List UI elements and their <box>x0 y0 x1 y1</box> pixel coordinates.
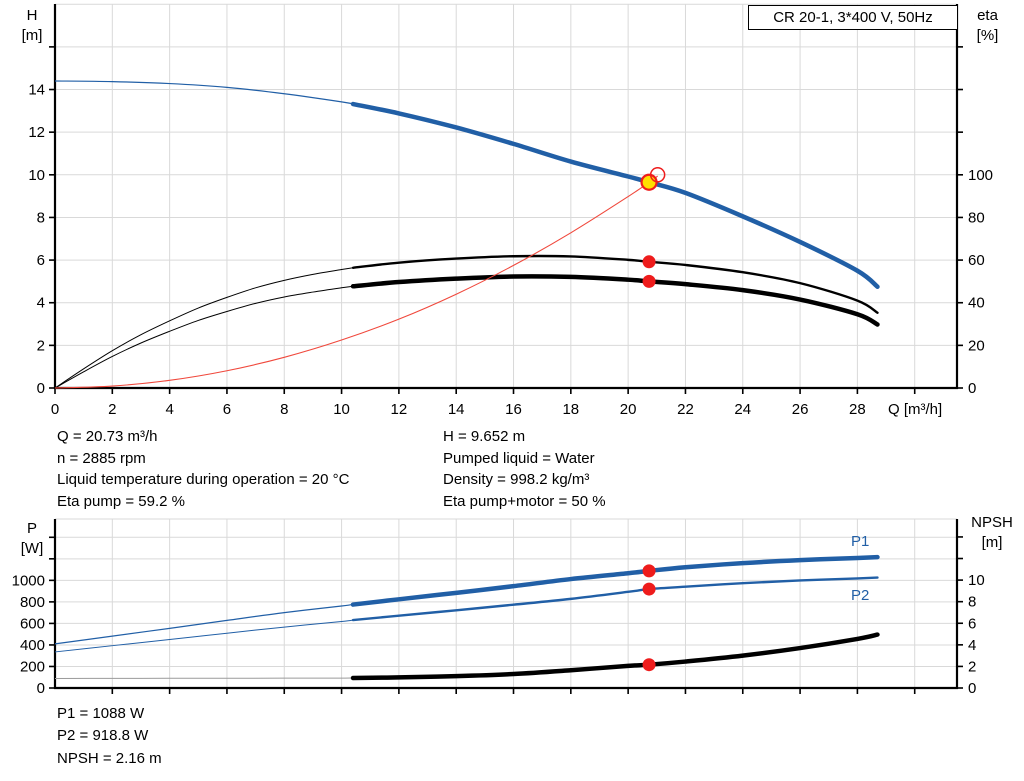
p2-point-marker <box>642 582 656 596</box>
left-tick-label: 0 <box>37 380 45 397</box>
curve-p1 <box>54 554 880 645</box>
tick-labels: 0 2 4 6 8 10 12 14 16 18 20 22 24 26 28024681012140204… <box>28 46 993 418</box>
curve-eta-pump <box>54 254 879 389</box>
pump-id-text: CR 20-1, 3*400 V, 50Hz <box>773 9 933 26</box>
left-tick-label: 8 <box>37 209 45 226</box>
x-tick-label: 22 <box>677 401 694 418</box>
curve-system-curve <box>54 175 658 389</box>
duty-info-right: H = 9.652 m Pumped liquid = Water Densit… <box>443 426 606 512</box>
left-tick-label: 2 <box>37 337 45 354</box>
left-tick-label: 200 <box>20 658 45 675</box>
info-pumped-liquid: Pumped liquid = Water <box>443 449 595 467</box>
eta-axis-title-line2: [%] <box>976 27 999 44</box>
left-tick-label: 800 <box>20 594 45 611</box>
curve-p2 <box>54 576 879 653</box>
pump-id-box: CR 20-1, 3*400 V, 50Hz <box>748 5 958 30</box>
left-tick-label: 10 <box>28 167 45 184</box>
x-tick-label: 16 <box>505 401 522 418</box>
left-tick-label: 400 <box>20 637 45 654</box>
duty-point-marker <box>640 173 658 191</box>
right-tick-label: 10 <box>968 572 985 589</box>
info-n: n = 2885 rpm <box>57 449 146 467</box>
p-axis-title-line2: [W] <box>20 540 44 557</box>
left-tick-label: 0 <box>37 680 45 697</box>
duty-info-left: Q = 20.73 m³/h n = 2885 rpm Liquid tempe… <box>57 426 349 512</box>
x-tick-label: 4 <box>165 401 173 418</box>
right-tick-label: 6 <box>968 615 976 632</box>
curve-eta-pump-motor <box>54 274 880 389</box>
x-tick-label: 14 <box>448 401 465 418</box>
rated-point-marker <box>649 167 666 183</box>
left-tick-label: 1000 <box>12 572 45 589</box>
info-q: Q = 20.73 m³/h <box>57 428 158 445</box>
info-eta-pump-motor: Eta pump+motor = 50 % <box>443 492 606 510</box>
axes <box>53 4 959 390</box>
chart-power: 0 200 400 600 800 1000 0 2 4 6 8 10 <box>12 518 985 697</box>
eta-pump-motor-point-marker <box>642 274 656 288</box>
curve-h <box>54 80 880 289</box>
p-axis-title-line1: P <box>26 520 37 537</box>
eta-axis-title: eta [%] <box>965 6 1010 46</box>
x-tick-label: 2 <box>108 401 116 418</box>
eta-axis-title-line1: eta <box>977 7 998 24</box>
chart-hq: 0 2 4 6 8 10 12 14 16 18 20 22 24 26 28024681012140204… <box>28 3 993 418</box>
tick-labels: 0 200 400 600 800 1000 0 2 4 6 8 10 <box>12 536 985 697</box>
right-tick-label: 100 <box>968 167 993 184</box>
right-tick-label: 80 <box>968 209 985 226</box>
left-tick-label: 12 <box>28 124 45 141</box>
info-h: H = 9.652 m <box>443 428 526 445</box>
p-axis-title: P [W] <box>12 519 52 559</box>
npsh-point-marker <box>642 658 656 672</box>
right-tick-label: 20 <box>968 337 985 354</box>
info-eta-pump: Eta pump = 59.2 % <box>57 492 185 510</box>
x-tick-label: 0 <box>51 401 59 418</box>
right-tick-label: 4 <box>968 637 976 654</box>
grid <box>55 3 957 388</box>
eta-pump-point-marker <box>642 255 656 269</box>
right-tick-label: 2 <box>968 658 976 675</box>
x-tick-label: 6 <box>223 401 231 418</box>
p2-curve-label: P2 <box>851 587 870 604</box>
npsh-axis-title: NPSH [m] <box>963 513 1021 553</box>
right-tick-label: 0 <box>968 380 976 397</box>
p1-curve-label: P1 <box>851 533 870 550</box>
info-npsh: NPSH = 2.16 m <box>57 749 162 767</box>
left-tick-label: 600 <box>20 615 45 632</box>
right-tick-label: 0 <box>968 680 976 697</box>
h-axis-title: H [m] <box>12 6 52 46</box>
info-liquid-temp: Liquid temperature during operation = 20… <box>57 471 350 488</box>
right-tick-label: 8 <box>968 594 976 611</box>
h-axis-title-line1: H <box>26 7 38 24</box>
left-tick-label: 14 <box>28 82 45 99</box>
curve-npsh <box>54 632 880 681</box>
right-tick-label: 60 <box>968 252 985 269</box>
x-tick-label: 8 <box>280 401 288 418</box>
right-tick-label: 40 <box>968 295 985 312</box>
p1-point-marker <box>642 564 656 578</box>
x-tick-label: 20 <box>620 401 637 418</box>
x-tick-label: 24 <box>734 401 751 418</box>
left-tick-label: 6 <box>37 252 45 269</box>
info-p2: P2 = 918.8 W <box>57 727 149 745</box>
axes <box>53 519 959 690</box>
npsh-axis-title-line2: [m] <box>981 534 1003 551</box>
x-tick-label: 18 <box>562 401 579 418</box>
info-p1: P1 = 1088 W <box>57 705 145 722</box>
power-info: P1 = 1088 W P2 = 918.8 W NPSH = 2.16 m <box>57 703 162 770</box>
npsh-axis-title-line1: NPSH <box>971 514 1013 531</box>
x-tick-label: 26 <box>792 401 809 418</box>
info-density: Density = 998.2 kg/m³ <box>443 471 590 488</box>
x-tick-label: 28 <box>849 401 866 418</box>
x-axis-label: Q [m³/h] <box>888 401 942 418</box>
h-axis-title-line2: [m] <box>21 27 43 44</box>
left-tick-label: 4 <box>37 295 45 312</box>
x-tick-label: 10 <box>333 401 350 418</box>
x-tick-label: 12 <box>391 401 408 418</box>
grid <box>55 518 957 688</box>
